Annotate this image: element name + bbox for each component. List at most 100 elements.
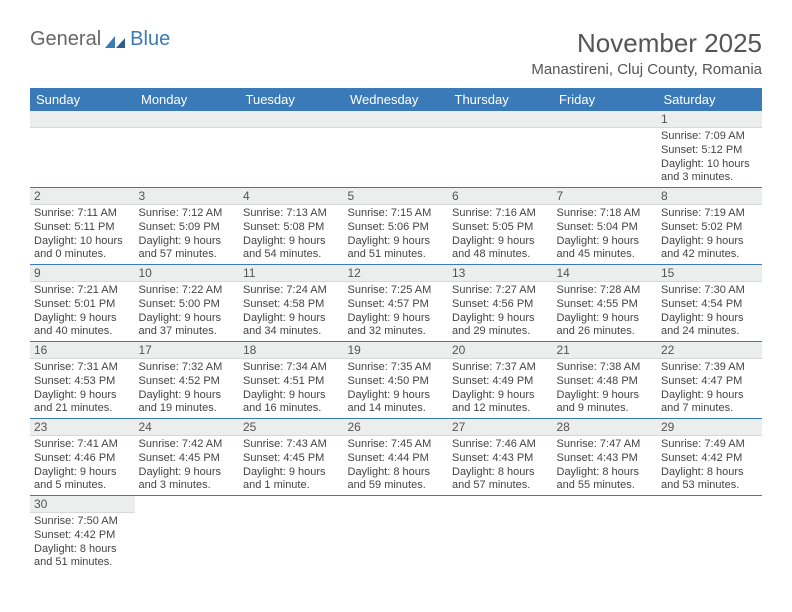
- day-header-row: Sunday Monday Tuesday Wednesday Thursday…: [30, 88, 762, 111]
- detail-line: Daylight: 9 hours: [139, 235, 236, 249]
- calendar-cell: 14Sunrise: 7:28 AMSunset: 4:55 PMDayligh…: [553, 265, 658, 342]
- detail-line: Sunset: 4:46 PM: [34, 452, 131, 466]
- day-details: Sunrise: 7:47 AMSunset: 4:43 PMDaylight:…: [553, 436, 658, 495]
- detail-line: Sunrise: 7:16 AM: [452, 207, 549, 221]
- detail-line: Sunrise: 7:12 AM: [139, 207, 236, 221]
- calendar-cell: [657, 496, 762, 573]
- day-details: Sunrise: 7:32 AMSunset: 4:52 PMDaylight:…: [135, 359, 240, 418]
- calendar-cell: 10Sunrise: 7:22 AMSunset: 5:00 PMDayligh…: [135, 265, 240, 342]
- detail-line: Sunset: 5:04 PM: [557, 221, 654, 235]
- detail-line: Daylight: 8 hours: [661, 466, 758, 480]
- detail-line: Sunrise: 7:30 AM: [661, 284, 758, 298]
- day-number: 29: [657, 419, 762, 436]
- detail-line: and 32 minutes.: [348, 325, 445, 339]
- day-number: 2: [30, 188, 135, 205]
- calendar-cell: 2Sunrise: 7:11 AMSunset: 5:11 PMDaylight…: [30, 188, 135, 265]
- calendar-table: Sunday Monday Tuesday Wednesday Thursday…: [30, 88, 762, 572]
- day-number: 30: [30, 496, 135, 513]
- detail-line: Daylight: 9 hours: [557, 312, 654, 326]
- detail-line: Daylight: 9 hours: [139, 312, 236, 326]
- calendar-cell: 8Sunrise: 7:19 AMSunset: 5:02 PMDaylight…: [657, 188, 762, 265]
- calendar-cell: 25Sunrise: 7:43 AMSunset: 4:45 PMDayligh…: [239, 419, 344, 496]
- calendar-cell: 16Sunrise: 7:31 AMSunset: 4:53 PMDayligh…: [30, 342, 135, 419]
- brand-logo: General Blue: [30, 28, 170, 51]
- detail-line: and 45 minutes.: [557, 248, 654, 262]
- detail-line: Daylight: 9 hours: [557, 389, 654, 403]
- calendar-cell: 29Sunrise: 7:49 AMSunset: 4:42 PMDayligh…: [657, 419, 762, 496]
- day-number: 5: [344, 188, 449, 205]
- detail-line: Daylight: 9 hours: [452, 235, 549, 249]
- day-number: 23: [30, 419, 135, 436]
- day-details: Sunrise: 7:45 AMSunset: 4:44 PMDaylight:…: [344, 436, 449, 495]
- detail-line: Daylight: 9 hours: [661, 389, 758, 403]
- detail-line: and 53 minutes.: [661, 479, 758, 493]
- detail-line: Sunrise: 7:15 AM: [348, 207, 445, 221]
- detail-line: Sunset: 4:58 PM: [243, 298, 340, 312]
- empty-daynum: [135, 111, 240, 128]
- detail-line: Daylight: 9 hours: [34, 466, 131, 480]
- detail-line: Sunset: 4:50 PM: [348, 375, 445, 389]
- detail-line: and 48 minutes.: [452, 248, 549, 262]
- detail-line: Sunrise: 7:32 AM: [139, 361, 236, 375]
- day-number: 18: [239, 342, 344, 359]
- detail-line: Daylight: 9 hours: [243, 235, 340, 249]
- day-number: 7: [553, 188, 658, 205]
- detail-line: and 16 minutes.: [243, 402, 340, 416]
- detail-line: and 40 minutes.: [34, 325, 131, 339]
- day-details: Sunrise: 7:15 AMSunset: 5:06 PMDaylight:…: [344, 205, 449, 264]
- day-details: Sunrise: 7:43 AMSunset: 4:45 PMDaylight:…: [239, 436, 344, 495]
- day-details: Sunrise: 7:39 AMSunset: 4:47 PMDaylight:…: [657, 359, 762, 418]
- day-header: Sunday: [30, 88, 135, 111]
- day-details: Sunrise: 7:37 AMSunset: 4:49 PMDaylight:…: [448, 359, 553, 418]
- calendar-cell: 22Sunrise: 7:39 AMSunset: 4:47 PMDayligh…: [657, 342, 762, 419]
- day-number: 10: [135, 265, 240, 282]
- day-number: 6: [448, 188, 553, 205]
- detail-line: and 42 minutes.: [661, 248, 758, 262]
- detail-line: Daylight: 9 hours: [661, 312, 758, 326]
- detail-line: Daylight: 10 hours: [661, 158, 758, 172]
- detail-line: Daylight: 8 hours: [348, 466, 445, 480]
- detail-line: and 19 minutes.: [139, 402, 236, 416]
- calendar-cell: 4Sunrise: 7:13 AMSunset: 5:08 PMDaylight…: [239, 188, 344, 265]
- detail-line: Sunrise: 7:39 AM: [661, 361, 758, 375]
- day-details: Sunrise: 7:25 AMSunset: 4:57 PMDaylight:…: [344, 282, 449, 341]
- detail-line: and 51 minutes.: [34, 556, 131, 570]
- detail-line: and 54 minutes.: [243, 248, 340, 262]
- day-number: 24: [135, 419, 240, 436]
- calendar-cell: 1Sunrise: 7:09 AMSunset: 5:12 PMDaylight…: [657, 111, 762, 188]
- detail-line: Daylight: 9 hours: [243, 389, 340, 403]
- empty-daynum: [30, 111, 135, 128]
- day-details: Sunrise: 7:50 AMSunset: 4:42 PMDaylight:…: [30, 513, 135, 572]
- detail-line: Sunset: 5:11 PM: [34, 221, 131, 235]
- detail-line: Sunrise: 7:34 AM: [243, 361, 340, 375]
- day-details: Sunrise: 7:11 AMSunset: 5:11 PMDaylight:…: [30, 205, 135, 264]
- calendar-week: 16Sunrise: 7:31 AMSunset: 4:53 PMDayligh…: [30, 342, 762, 419]
- calendar-week: 9Sunrise: 7:21 AMSunset: 5:01 PMDaylight…: [30, 265, 762, 342]
- brand-part1: General: [30, 28, 101, 51]
- detail-line: Sunrise: 7:41 AM: [34, 438, 131, 452]
- detail-line: Sunrise: 7:19 AM: [661, 207, 758, 221]
- calendar-cell: 20Sunrise: 7:37 AMSunset: 4:49 PMDayligh…: [448, 342, 553, 419]
- detail-line: Sunrise: 7:24 AM: [243, 284, 340, 298]
- calendar-cell: 12Sunrise: 7:25 AMSunset: 4:57 PMDayligh…: [344, 265, 449, 342]
- detail-line: and 12 minutes.: [452, 402, 549, 416]
- detail-line: Sunrise: 7:28 AM: [557, 284, 654, 298]
- calendar-cell: 27Sunrise: 7:46 AMSunset: 4:43 PMDayligh…: [448, 419, 553, 496]
- detail-line: Sunset: 4:57 PM: [348, 298, 445, 312]
- day-number: 20: [448, 342, 553, 359]
- detail-line: Sunset: 5:05 PM: [452, 221, 549, 235]
- detail-line: and 34 minutes.: [243, 325, 340, 339]
- detail-line: Sunrise: 7:49 AM: [661, 438, 758, 452]
- empty-daynum: [239, 111, 344, 128]
- day-details: Sunrise: 7:24 AMSunset: 4:58 PMDaylight:…: [239, 282, 344, 341]
- calendar-cell: 13Sunrise: 7:27 AMSunset: 4:56 PMDayligh…: [448, 265, 553, 342]
- detail-line: Sunrise: 7:45 AM: [348, 438, 445, 452]
- calendar-cell: 5Sunrise: 7:15 AMSunset: 5:06 PMDaylight…: [344, 188, 449, 265]
- calendar-cell: 3Sunrise: 7:12 AMSunset: 5:09 PMDaylight…: [135, 188, 240, 265]
- detail-line: Daylight: 9 hours: [452, 312, 549, 326]
- empty-daynum: [344, 111, 449, 128]
- calendar-cell: [239, 496, 344, 573]
- day-header: Wednesday: [344, 88, 449, 111]
- detail-line: Sunset: 4:45 PM: [139, 452, 236, 466]
- day-details: Sunrise: 7:22 AMSunset: 5:00 PMDaylight:…: [135, 282, 240, 341]
